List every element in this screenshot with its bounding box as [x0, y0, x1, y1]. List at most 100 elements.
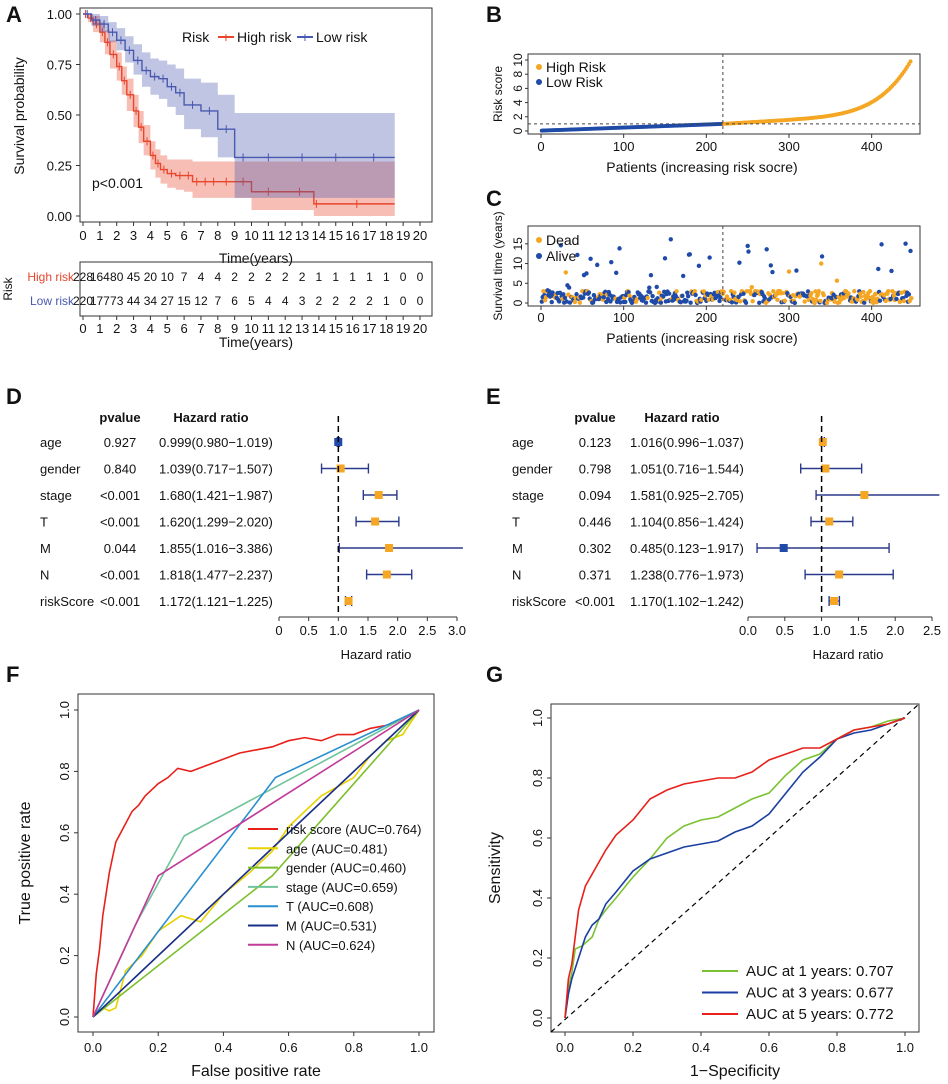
risk-table-cell: 27	[161, 294, 175, 308]
legend-label-4: T (AUC=0.608)	[286, 899, 374, 914]
alive-point	[792, 300, 797, 306]
dead-point	[814, 297, 819, 303]
row-label: gender	[40, 462, 81, 477]
x-tick-label: 0	[79, 228, 86, 243]
row-pvalue: <0.001	[100, 568, 140, 583]
x-tick-label: 3.0	[448, 623, 466, 638]
y-axis-label: Sensitivity	[487, 832, 504, 904]
alive-point	[608, 299, 613, 304]
x-tick-label: 0	[537, 310, 544, 325]
dead-point	[821, 292, 826, 298]
dead-point	[771, 288, 776, 294]
y-axis-label: Risk score	[491, 66, 505, 122]
y-tick-label: 4	[511, 99, 525, 106]
dead-point	[724, 294, 730, 299]
x-tick-label: 0.8	[828, 1040, 846, 1055]
table-x-tick-label: 10	[244, 321, 258, 336]
alive-point	[687, 252, 692, 257]
row-label: M	[40, 541, 51, 556]
y-tick-label: 0.4	[57, 885, 72, 903]
hr-marker	[385, 544, 394, 552]
row-label: stage	[512, 488, 544, 503]
row-pvalue: 0.044	[104, 541, 137, 556]
table-x-tick-label: 20	[413, 321, 427, 336]
x-tick-label: 12	[278, 228, 292, 243]
x-tick-label: 0.2	[624, 1040, 642, 1055]
alive-point	[770, 269, 775, 275]
y-tick-label: 15	[511, 237, 525, 251]
alive-point	[685, 293, 691, 299]
risk-table-cell: 2	[349, 294, 356, 308]
x-tick-label: 400	[861, 310, 883, 325]
y-tick-label: 0.25	[47, 159, 72, 174]
x-tick-label: 0	[537, 139, 544, 154]
table-x-tick-label: 1	[96, 321, 103, 336]
roc-curve-1	[564, 717, 906, 1019]
hr-marker	[825, 517, 834, 526]
y-tick-label: 0	[511, 127, 525, 134]
y-tick-label: 1.0	[530, 709, 545, 727]
alive-point	[562, 295, 568, 300]
plot-frame	[527, 225, 921, 307]
row-pvalue: 0.094	[579, 488, 612, 503]
alive-point	[586, 290, 592, 295]
risk-table-cell: 4	[214, 270, 221, 284]
row-label: N	[40, 568, 49, 583]
row-hr-text: 0.999(0.980−1.019)	[159, 435, 273, 450]
dead-point	[846, 291, 851, 296]
hr-marker	[860, 491, 869, 499]
x-tick-label: 11	[262, 228, 276, 243]
alive-point	[647, 290, 653, 295]
risk-table-cell: 4	[198, 270, 205, 284]
alive-point	[648, 273, 654, 278]
roc-curve-2	[92, 709, 420, 1018]
alive-point	[903, 241, 908, 246]
x-tick-label: 1.5	[359, 623, 377, 638]
alive-point	[741, 291, 746, 296]
roc-curve-5	[92, 709, 420, 1018]
x-tick-label: 0.0	[556, 1040, 574, 1055]
alive-point	[745, 243, 750, 249]
table-x-tick-label: 16	[345, 321, 359, 336]
alive-point	[557, 290, 563, 296]
dead-point	[728, 288, 734, 294]
y-tick-label: 0.4	[530, 889, 545, 907]
alive-point	[862, 300, 867, 305]
dead-point	[873, 291, 878, 297]
risk-table-cell: 1	[366, 270, 373, 284]
risk-table-cell: 1	[383, 270, 390, 284]
row-label: riskScore	[512, 594, 566, 609]
risk-table-cell: 2	[316, 294, 323, 308]
dead-point	[627, 293, 632, 298]
legend-dot-high	[536, 64, 542, 70]
risk-table-title: Risk	[1, 276, 15, 300]
x-tick-label: 0.4	[214, 1040, 232, 1055]
panel-e-multivariate-forest: pvalue Hazard ratio age 0.123 1.016(0.996−1.…	[512, 410, 941, 662]
y-tick-label: 0.00	[47, 209, 72, 224]
legend-label-high: High Risk	[546, 59, 607, 75]
panel-label-d: D	[6, 384, 22, 409]
x-tick-label: 0.0	[84, 1040, 102, 1055]
hr-marker	[344, 597, 353, 605]
x-tick-label: 8	[214, 228, 221, 243]
x-tick-label: 0.5	[300, 623, 318, 638]
x-tick-label: 200	[695, 310, 717, 325]
x-tick-label: 2.0	[389, 623, 407, 638]
table-x-tick-label: 19	[396, 321, 410, 336]
alive-point	[658, 300, 664, 305]
legend-label-2: gender (AUC=0.460)	[286, 861, 406, 876]
row-hr-text: 1.104(0.856−1.424)	[630, 515, 744, 530]
alive-point	[889, 268, 894, 274]
alive-point	[662, 256, 668, 261]
legend-plus-low: +	[301, 29, 309, 45]
y-tick-label: 5	[511, 280, 525, 287]
plot-frame	[527, 53, 921, 135]
alive-point	[894, 296, 899, 302]
dead-point	[855, 297, 860, 302]
risk-table-cell: 2	[282, 270, 289, 284]
risk-table-cell: 1	[383, 294, 390, 308]
x-tick-label: 1	[96, 228, 103, 243]
x-axis-label: Hazard ratio	[813, 647, 884, 662]
row-pvalue: 0.927	[104, 435, 137, 450]
